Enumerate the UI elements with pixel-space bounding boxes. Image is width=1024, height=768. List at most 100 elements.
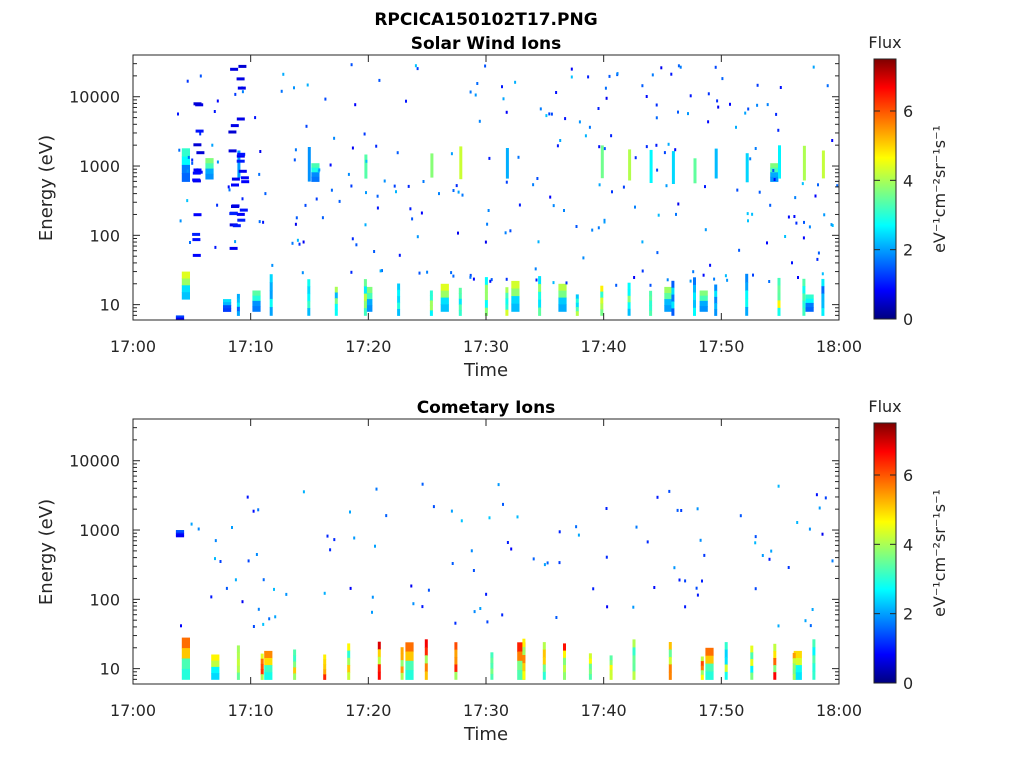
spectrogram-cell	[505, 304, 509, 311]
colorbar-tick-label: 4	[903, 535, 913, 554]
spectrogram-cell	[458, 298, 462, 305]
spectrogram-cell	[673, 566, 676, 570]
spectrogram-cell	[311, 176, 320, 182]
spectrogram-cell	[802, 300, 806, 309]
spectrogram-cell	[779, 86, 782, 89]
x-tick-label: 18:00	[816, 337, 862, 356]
spectrogram-cell	[363, 132, 366, 136]
spectrogram-cell	[700, 670, 704, 676]
spectrogram-cell	[257, 508, 260, 512]
spectrogram-cell	[293, 649, 297, 656]
spectrogram-cell	[821, 300, 825, 309]
spectrogram-cell	[687, 112, 689, 116]
spectrogram-cell	[192, 238, 201, 242]
spectrogram-cell	[285, 592, 288, 596]
spectrogram-cell	[258, 172, 261, 176]
colorbar-tick-label: 2	[903, 605, 913, 624]
spectrogram-cell	[693, 277, 696, 286]
spectrogram-cell	[641, 269, 644, 273]
spectrogram-cell	[795, 221, 798, 225]
spectrogram-cell	[545, 114, 548, 118]
spectrogram-cell	[575, 225, 578, 228]
spectrogram-cell	[330, 188, 333, 192]
colorbar-label-solar-wind: eV⁻¹cm⁻²sr⁻¹s⁻¹	[930, 125, 949, 253]
spectrogram-cell	[381, 269, 383, 273]
spectrogram-cell	[306, 83, 309, 87]
spectrogram-cell	[181, 637, 190, 649]
colorbar-solar-wind	[873, 58, 897, 320]
y-tick-label: 10	[100, 660, 120, 679]
spectrogram-cell	[714, 284, 718, 292]
spectrogram-cell	[307, 308, 311, 316]
spectrogram-cell	[542, 649, 546, 658]
spectrogram-cell	[192, 232, 201, 236]
spectrogram-cell	[400, 666, 404, 674]
spectrogram-cell	[714, 303, 718, 310]
spectrogram-cell	[424, 639, 428, 648]
spectrogram-cell	[575, 298, 579, 304]
spectrogram-cell	[420, 211, 423, 215]
spectrogram-cell	[489, 279, 492, 283]
y-axis-cometary: 10 100 1000 10000	[69, 418, 839, 685]
spectrogram-cell	[649, 310, 653, 316]
spectrogram-cell	[440, 304, 449, 312]
spectrogram-cell	[269, 307, 273, 316]
spectrogram-cell	[542, 657, 546, 665]
spectrogram-cell	[600, 145, 604, 179]
spectrogram-cell	[373, 250, 376, 253]
spectrogram-cell	[274, 615, 277, 619]
spectrogram-cell	[705, 663, 714, 672]
spectrogram-cell	[237, 150, 241, 179]
figure-title: RPCICA150102T17.PNG	[374, 10, 597, 30]
x-tick-label: 17:00	[110, 337, 156, 356]
spectrogram-cell	[264, 650, 273, 659]
spectrogram-cell	[450, 152, 453, 156]
spectrogram-cell	[262, 220, 265, 224]
spectrogram-cell	[216, 99, 219, 103]
spectrogram-cell	[559, 139, 562, 142]
spectrogram-cell	[609, 665, 613, 671]
spectrogram-cell	[364, 286, 373, 294]
spectrogram-cell	[333, 136, 336, 140]
spectrogram-cell	[787, 215, 790, 219]
spectrogram-cell	[214, 557, 216, 561]
spectrogram-cell	[293, 158, 296, 162]
spectrogram-cell	[668, 664, 672, 673]
spectrogram-cell	[393, 184, 396, 188]
spectrogram-cell	[556, 144, 559, 148]
spectrogram-cell	[627, 302, 631, 310]
spectrogram-cell	[802, 236, 805, 240]
spectrogram-cell	[830, 223, 833, 227]
spectrogram-cell	[600, 291, 604, 298]
spectrogram-cell	[775, 112, 778, 116]
spectrogram-cell	[347, 643, 351, 652]
spectrogram-cell	[350, 184, 353, 188]
spectrogram-cell	[351, 146, 354, 150]
spectrogram-cell	[333, 538, 336, 542]
spectrogram-cell	[501, 85, 503, 89]
spectrogram-cell	[199, 132, 202, 136]
spectrogram-cell	[396, 151, 399, 155]
spectrogram-cell	[597, 226, 600, 230]
spectrogram-cell	[831, 139, 834, 142]
spectrogram-cell	[777, 277, 781, 286]
spectrogram-cell	[469, 273, 472, 277]
spectrogram-cell	[724, 649, 728, 658]
spectrogram-cell	[247, 559, 250, 563]
spectrogram-cell	[664, 299, 673, 306]
spectrogram-cell	[792, 668, 796, 675]
spectrogram-cell	[591, 228, 594, 232]
x-tick-label: 17:30	[463, 701, 509, 720]
spectrogram-cell	[724, 671, 728, 680]
y-axis-label-cometary: Energy (eV)	[36, 499, 57, 605]
spectrogram-cell	[323, 674, 327, 680]
spectrogram-cell	[582, 256, 585, 260]
spectrogram-cell	[713, 277, 716, 281]
spectrogram-cell	[632, 639, 636, 648]
spectrogram-cell	[517, 642, 526, 653]
spectrogram-cell	[667, 142, 670, 146]
spectrogram-cell	[418, 271, 421, 275]
spectrogram-cell	[228, 188, 231, 192]
spectrogram-cell	[745, 282, 749, 291]
spectrogram-cell	[181, 164, 190, 174]
